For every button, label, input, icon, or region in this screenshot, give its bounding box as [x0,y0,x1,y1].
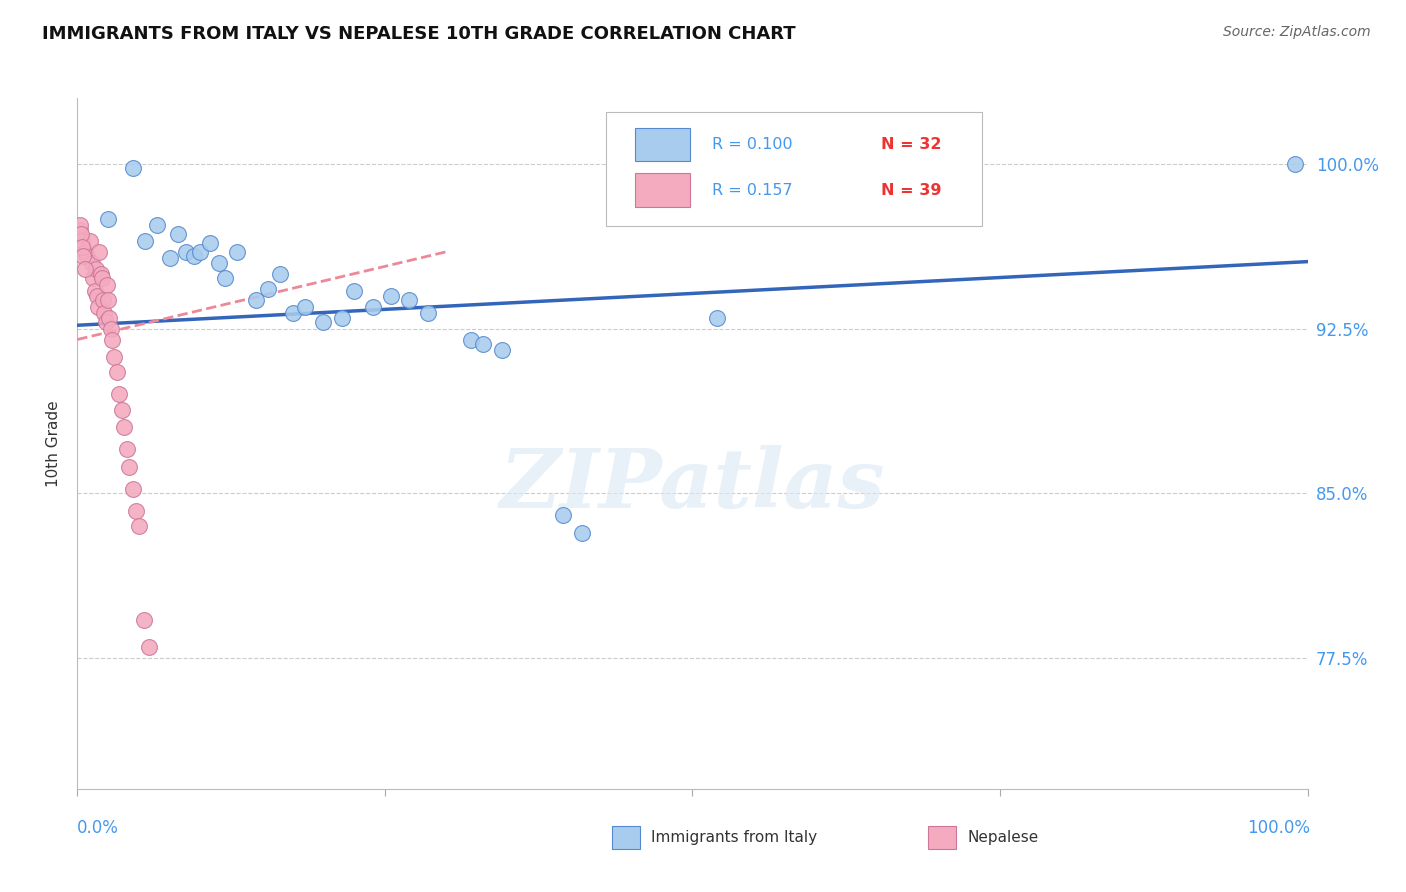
Text: 100.0%: 100.0% [1247,819,1310,837]
Point [125,504,148,518]
Point [93,306,115,320]
Point [105,366,128,380]
Point [159,252,181,266]
Text: R = 0.157: R = 0.157 [713,183,793,197]
Text: Source: ZipAtlas.com: Source: ZipAtlas.com [1223,25,1371,39]
Point [146,219,169,233]
Point [190,244,212,259]
Point [97,211,120,226]
Point [73,262,96,277]
Point [132,614,155,628]
Text: ZIPatlas: ZIPatlas [499,445,886,525]
Point [111,402,132,417]
Point [121,482,143,496]
Point [87,300,110,314]
Point [134,234,156,248]
Point [361,300,384,314]
Point [571,525,593,540]
Text: N = 39: N = 39 [880,183,941,197]
Point [706,310,728,325]
Point [208,256,231,270]
Y-axis label: 10th Grade: 10th Grade [46,401,62,487]
Point [90,271,114,285]
Point [257,282,280,296]
Point [174,244,197,259]
Text: Nepalese: Nepalese [967,830,1039,845]
Point [101,333,124,347]
Point [112,420,135,434]
Point [226,244,249,259]
Point [491,343,513,358]
Point [91,293,114,307]
Point [115,442,138,457]
Point [472,337,495,351]
Point [97,293,120,307]
Point [245,293,267,307]
Text: IMMIGRANTS FROM ITALY VS NEPALESE 10TH GRADE CORRELATION CHART: IMMIGRANTS FROM ITALY VS NEPALESE 10TH G… [42,25,796,43]
Point [200,235,222,250]
Point [90,267,112,281]
Text: R = 0.100: R = 0.100 [713,137,793,152]
Point [82,256,104,270]
Point [398,293,420,307]
Point [73,244,96,259]
Point [380,288,402,302]
Point [69,223,91,237]
Point [121,161,143,176]
Text: 0.0%: 0.0% [77,819,120,837]
Point [69,219,91,233]
Point [79,234,101,248]
Point [312,315,335,329]
Bar [634,173,690,207]
Point [70,227,93,242]
Point [83,285,105,299]
FancyBboxPatch shape [606,112,981,226]
Point [553,508,575,522]
Point [1284,157,1306,171]
Point [294,300,316,314]
Point [100,321,122,335]
Point [183,249,205,263]
Point [167,227,190,242]
Point [343,285,366,299]
Point [269,267,291,281]
Point [118,459,141,474]
Point [281,306,304,320]
Point [76,249,98,263]
Bar [634,128,690,161]
Point [214,271,236,285]
Point [72,249,94,263]
Point [82,271,104,285]
Point [128,519,150,533]
Point [460,333,482,347]
Point [70,234,93,248]
Text: Immigrants from Italy: Immigrants from Italy [651,830,817,845]
Point [416,306,439,320]
Point [96,277,118,292]
Point [108,387,131,401]
Point [103,350,125,364]
Point [138,640,160,654]
Point [70,240,93,254]
Point [86,288,108,302]
Point [330,310,353,325]
Point [84,262,107,277]
Point [89,244,111,259]
Point [94,315,117,329]
Point [98,310,121,325]
Text: N = 32: N = 32 [880,137,941,152]
